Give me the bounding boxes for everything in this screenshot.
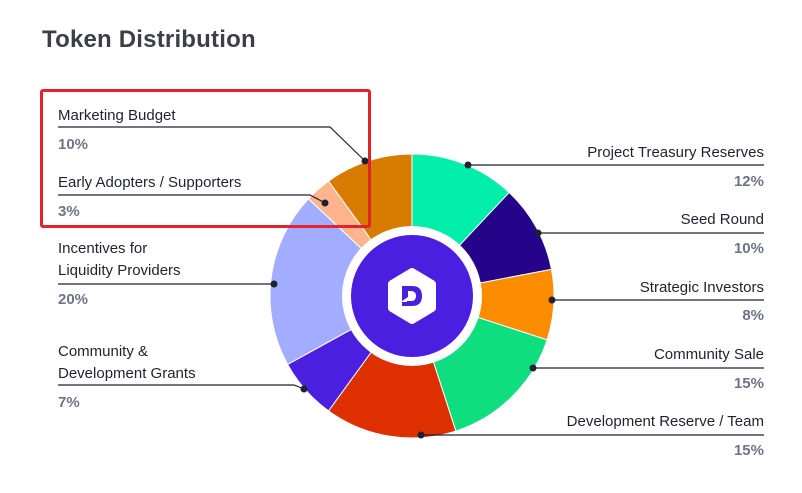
label-strategic-investors: Strategic Investors bbox=[639, 279, 764, 296]
leader-community-sale-dot bbox=[529, 364, 537, 372]
label-seed-round: Seed Round bbox=[680, 211, 764, 228]
page-title: Token Distribution bbox=[42, 26, 256, 53]
pct-incentives: 20% bbox=[58, 291, 89, 308]
highlight-box bbox=[40, 89, 371, 228]
leader-strategic-investors-dot bbox=[548, 296, 556, 304]
pct-early-adopters: 3% bbox=[58, 203, 80, 220]
label-early-adopters: Early Adopters / Supporters bbox=[58, 174, 242, 191]
label-grants-line2: Development Grants bbox=[58, 365, 196, 382]
label-grants-line1: Community & bbox=[58, 343, 149, 360]
d-logo-icon bbox=[388, 268, 436, 324]
pie-slice-development-reserve-team bbox=[327, 294, 457, 439]
leader-grants bbox=[58, 384, 305, 390]
pct-grants: 7% bbox=[58, 394, 80, 411]
pct-development-reserve: 15% bbox=[733, 442, 764, 459]
pct-marketing-budget: 10% bbox=[58, 136, 89, 153]
label-incentives-line2: Liquidity Providers bbox=[58, 262, 181, 279]
leader-incentives-dot bbox=[270, 280, 278, 288]
leader-development-reserve-dot bbox=[417, 431, 425, 439]
pct-strategic-investors: 8% bbox=[742, 307, 764, 324]
pct-project-treasury: 12% bbox=[733, 173, 764, 190]
leader-project-treasury-dot bbox=[464, 161, 472, 169]
leader-marketing-budget-dot bbox=[361, 157, 369, 165]
leader-early-adopters-dot bbox=[321, 199, 329, 207]
pct-community-sale: 15% bbox=[733, 375, 764, 392]
label-marketing-budget: Marketing Budget bbox=[58, 107, 176, 124]
label-community-sale: Community Sale bbox=[653, 346, 764, 363]
label-project-treasury: Project Treasury Reserves bbox=[587, 144, 764, 161]
leader-seed-round-dot bbox=[534, 229, 542, 237]
leader-marketing-budget bbox=[58, 126, 366, 162]
leader-early-adopters bbox=[58, 194, 326, 204]
label-incentives-line1: Incentives for bbox=[58, 240, 148, 257]
leader-grants-dot bbox=[300, 385, 308, 393]
pct-seed-round: 10% bbox=[733, 240, 764, 257]
label-development-reserve: Development Reserve / Team bbox=[566, 413, 764, 430]
pie-slice-incentives-for-liquidity-providers bbox=[269, 198, 413, 366]
